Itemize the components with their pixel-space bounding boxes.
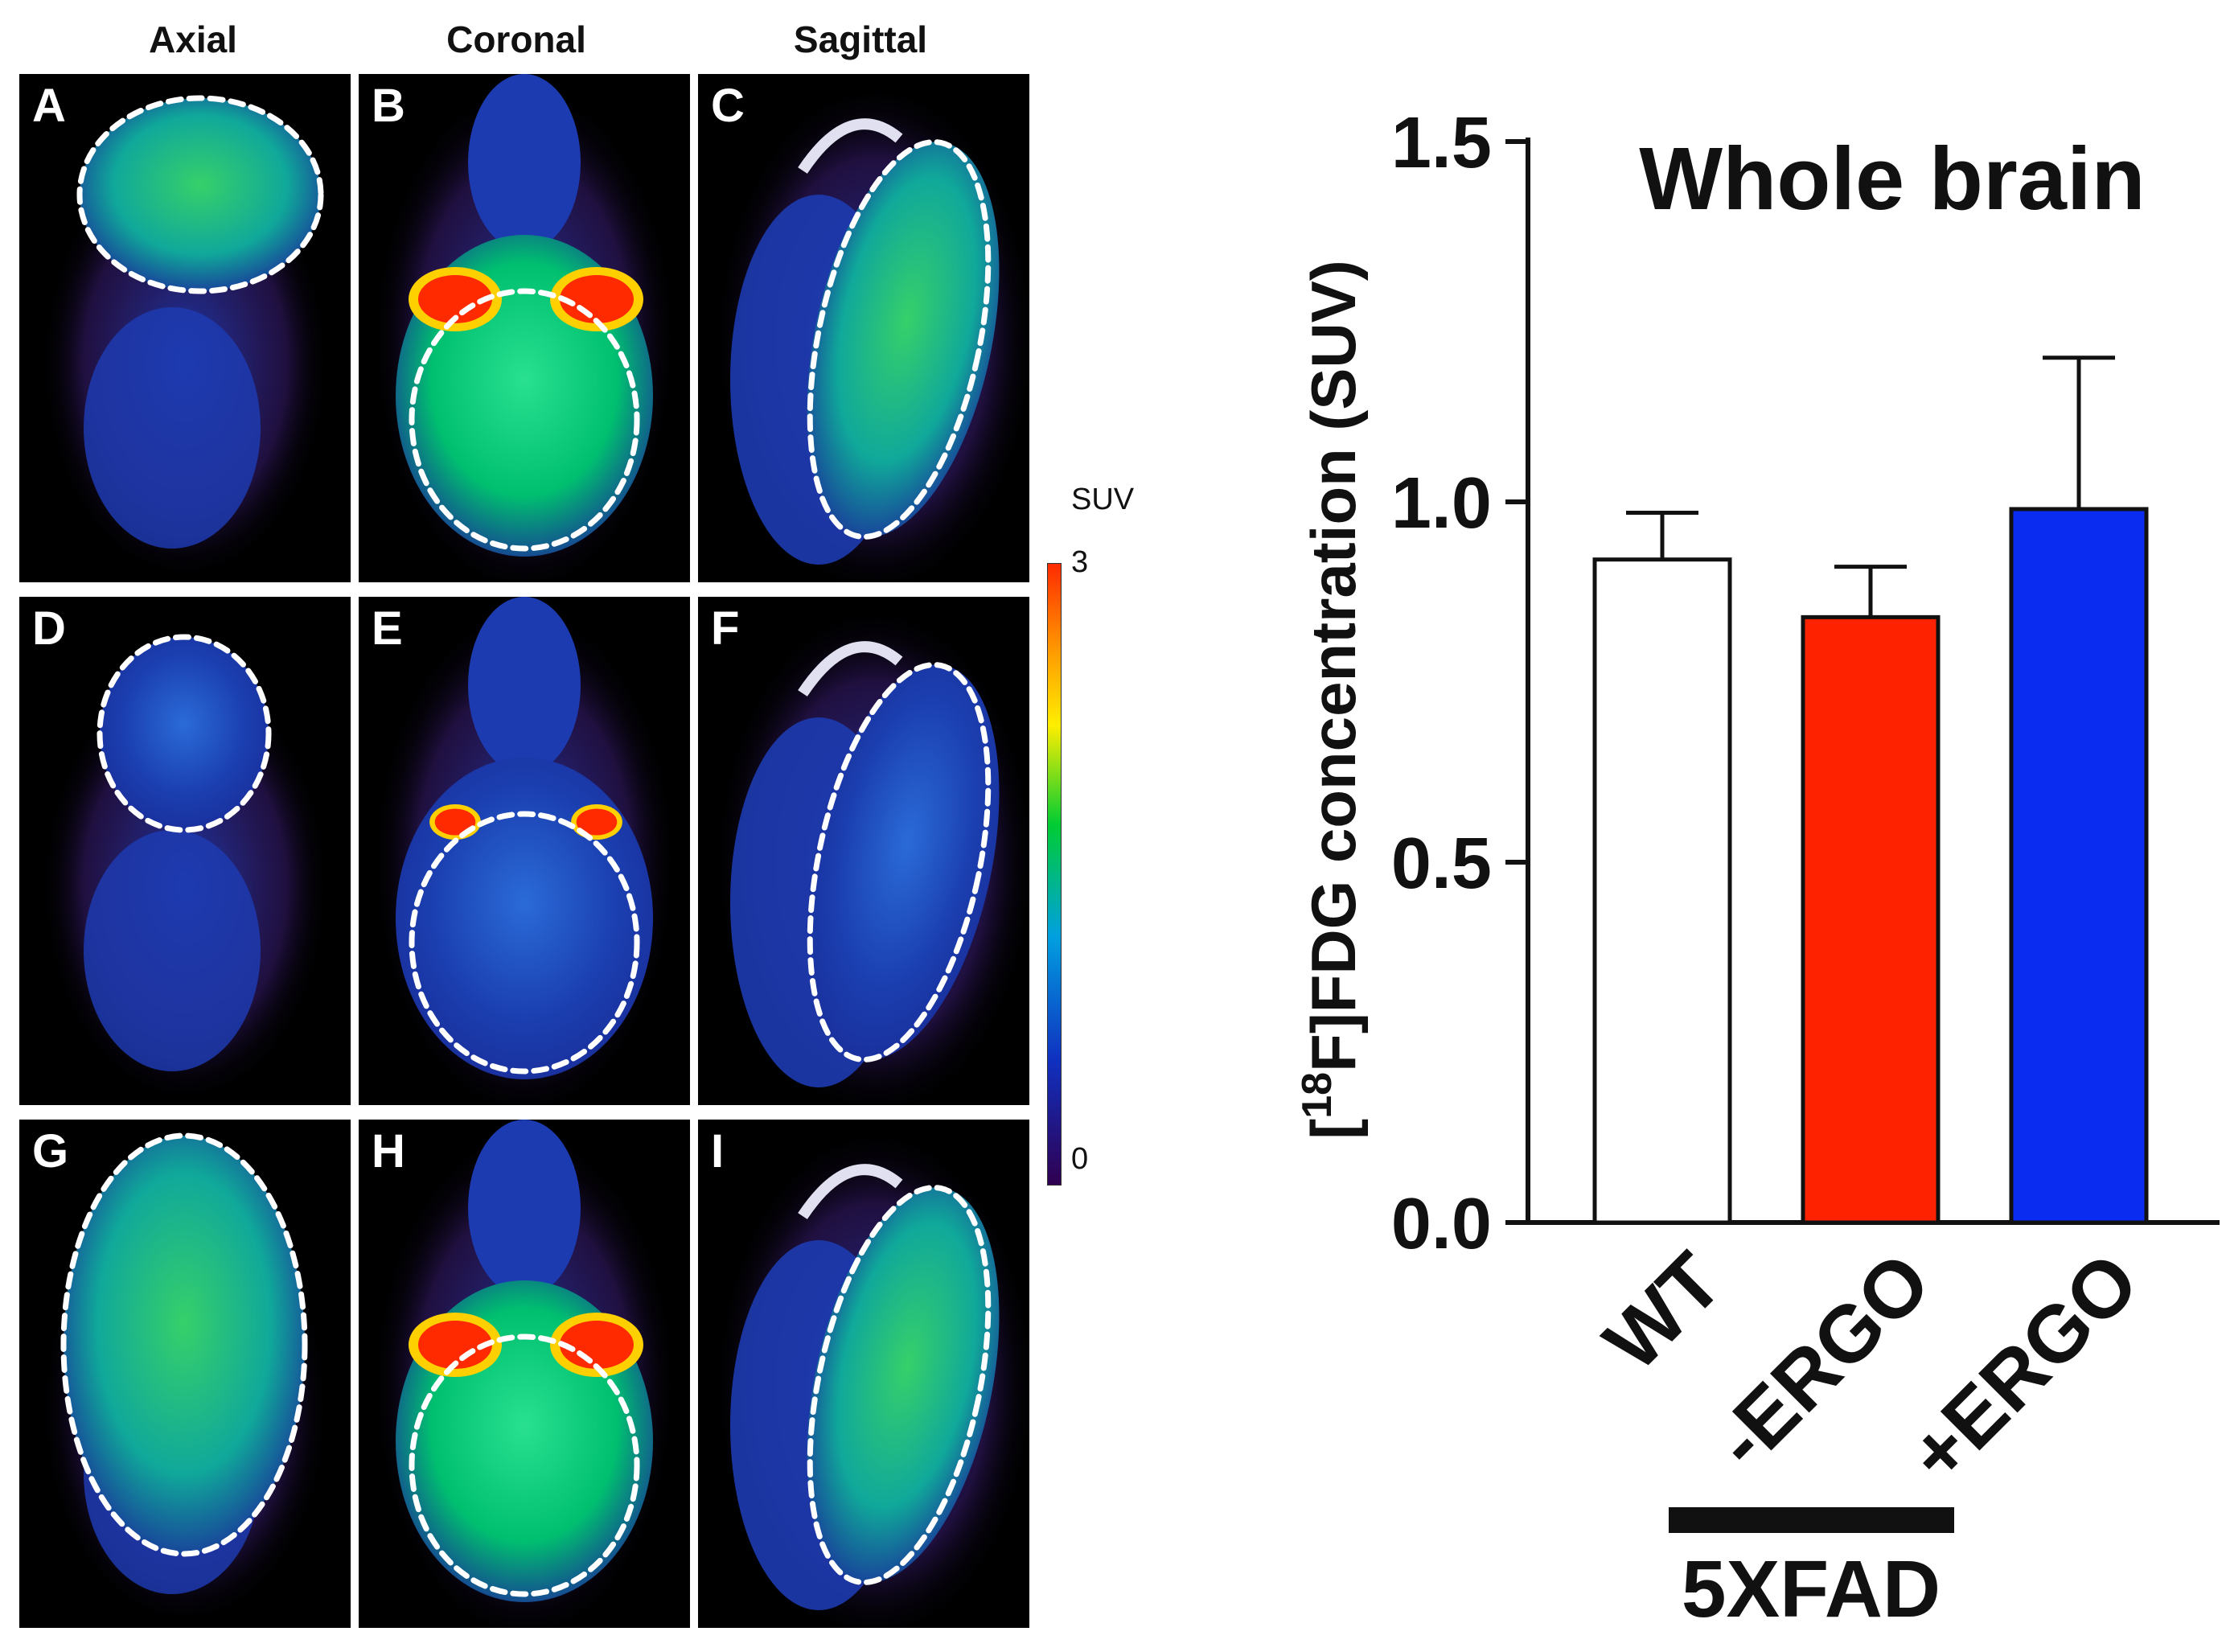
pet-scan-image bbox=[40, 1132, 330, 1626]
chart-title: Whole brain bbox=[1639, 129, 2145, 228]
pet-scan-image bbox=[714, 605, 1029, 1105]
pet-panel-d: D bbox=[19, 597, 351, 1105]
column-label-axial: Axial bbox=[149, 18, 237, 60]
pet-panel-h: H bbox=[359, 1120, 690, 1628]
pet-scan-image bbox=[40, 634, 330, 1103]
y-axis-label-bracket: [ bbox=[1298, 1119, 1369, 1140]
panel-letter: G bbox=[32, 1125, 69, 1177]
panel-letter: E bbox=[372, 602, 403, 655]
pet-scan-image bbox=[714, 82, 1029, 582]
y-tick-label: 0.5 bbox=[1391, 824, 1492, 904]
panel-letter: I bbox=[711, 1125, 725, 1177]
y-tick-label: 1.5 bbox=[1391, 103, 1492, 183]
panel-letter: A bbox=[32, 80, 66, 132]
colorbar-max-label: 3 bbox=[1071, 545, 1089, 579]
pet-panel-a: A bbox=[19, 74, 351, 582]
pet-scan-image bbox=[372, 597, 677, 1105]
panel-letter: C bbox=[711, 80, 745, 132]
pet-panel-e: E bbox=[359, 597, 690, 1105]
category-label: WT bbox=[1587, 1235, 1739, 1387]
colorbar-min-label: 0 bbox=[1071, 1142, 1089, 1176]
pet-scan-image bbox=[372, 1120, 677, 1628]
y-axis: 0.0 0.5 1.0 1.5 bbox=[1391, 103, 2220, 1264]
bar-ergo bbox=[2009, 507, 2149, 1225]
pet-panel-c: C bbox=[698, 74, 1029, 582]
column-label-coronal: Coronal bbox=[446, 18, 586, 60]
pet-panel-f: F bbox=[698, 597, 1029, 1105]
bars bbox=[1592, 355, 2149, 1225]
group-label: 5XFAD bbox=[1682, 1544, 1941, 1634]
y-axis-label-superscript: 18 bbox=[1294, 1072, 1341, 1119]
pet-panel-b: B bbox=[359, 74, 690, 582]
column-label-sagittal: Sagittal bbox=[793, 18, 928, 60]
y-axis-label-main: F]FDG concentration (SUV) bbox=[1298, 260, 1369, 1072]
category-label: +ERGO bbox=[1891, 1235, 2156, 1500]
panel-letter: D bbox=[32, 602, 66, 655]
bar-ergo bbox=[1801, 614, 1941, 1225]
suv-colorbar bbox=[1047, 563, 1062, 1186]
suv-bar-chart: J Whole brain [18F]FDG concentration (SU… bbox=[1110, 95, 2220, 1634]
pet-scan-image bbox=[372, 74, 677, 582]
panel-letter: F bbox=[711, 602, 740, 655]
colorbar-title: SUV bbox=[1071, 483, 1135, 516]
chart-panel-letter: J bbox=[1110, 95, 1111, 147]
y-axis-label: [18F]FDG concentration (SUV) bbox=[1294, 260, 1369, 1140]
y-tick-label: 1.0 bbox=[1391, 463, 1492, 544]
pet-panel-g: G bbox=[19, 1120, 351, 1628]
pet-scan-image bbox=[40, 95, 330, 581]
bar-wt bbox=[1592, 557, 1732, 1225]
pet-scan-image bbox=[714, 1128, 1029, 1628]
panel-letter: B bbox=[372, 80, 405, 132]
y-tick-label: 0.0 bbox=[1391, 1184, 1492, 1264]
pet-panel-i: I bbox=[698, 1120, 1029, 1628]
category-labels: WT-ERGO+ERGO bbox=[1587, 1235, 2155, 1500]
panel-letter: H bbox=[372, 1125, 405, 1177]
